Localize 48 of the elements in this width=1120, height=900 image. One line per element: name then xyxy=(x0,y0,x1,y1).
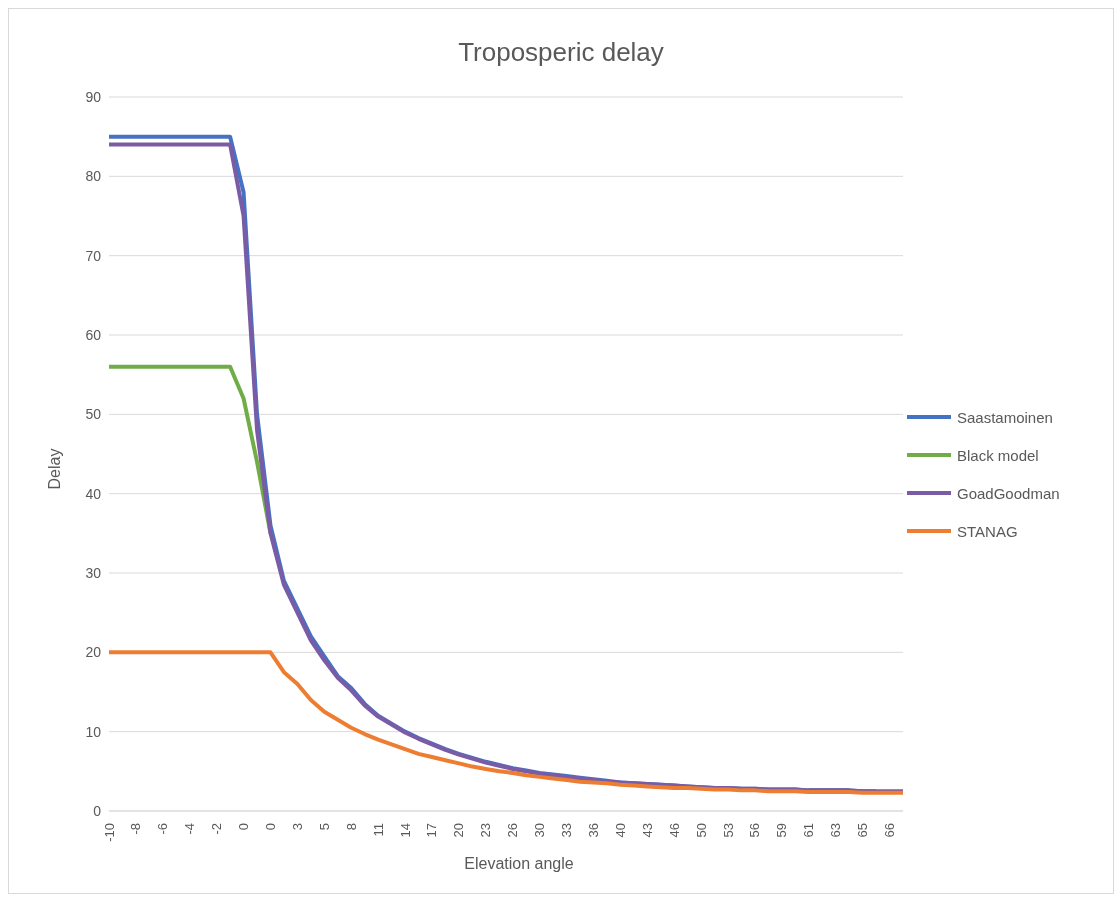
x-tick-label: 46 xyxy=(666,823,682,838)
x-tick-label: 50 xyxy=(693,823,709,838)
x-tick-label: -4 xyxy=(182,823,198,835)
x-tick-label: 17 xyxy=(424,823,440,838)
x-tick-label: 56 xyxy=(747,823,763,838)
legend-label: GoadGoodman xyxy=(957,484,1060,502)
x-tick-label: 0 xyxy=(262,823,278,831)
x-tick-label: 23 xyxy=(478,823,494,838)
x-tick-label: -10 xyxy=(101,823,117,842)
x-tick-label: 5 xyxy=(316,823,332,831)
x-tick-label: 8 xyxy=(343,823,359,831)
y-tick-label: 40 xyxy=(85,485,102,502)
y-tick-label: 70 xyxy=(85,247,102,264)
x-tick-label: 66 xyxy=(882,823,898,838)
x-tick-label: 61 xyxy=(801,823,817,838)
x-tick-label: 59 xyxy=(774,823,790,838)
x-tick-label: 14 xyxy=(397,823,413,838)
y-tick-label: 10 xyxy=(85,723,102,740)
y-tick-label: 90 xyxy=(85,88,102,105)
x-tick-label: 20 xyxy=(451,823,467,838)
x-tick-label: 0 xyxy=(236,823,252,831)
y-tick-label: 0 xyxy=(93,802,102,819)
y-tick-label: 20 xyxy=(85,644,102,661)
x-tick-label: 65 xyxy=(855,823,871,838)
x-tick-label: 33 xyxy=(559,823,575,838)
line-series xyxy=(107,650,905,795)
x-tick-label: 43 xyxy=(639,823,655,838)
x-axis-title: Elevation angle xyxy=(463,855,575,873)
x-tick-label: 26 xyxy=(505,823,521,838)
x-tick-label: 53 xyxy=(720,823,736,838)
legend-label: Saastamoinen xyxy=(957,408,1053,426)
y-tick-label: 80 xyxy=(85,168,102,185)
x-tick-label: 63 xyxy=(828,823,844,838)
legend-label: Black model xyxy=(957,446,1039,464)
x-tick-label: 11 xyxy=(370,823,386,837)
y-tick-label: 50 xyxy=(85,406,102,423)
x-tick-label: 30 xyxy=(532,823,548,838)
x-tick-label: 36 xyxy=(585,823,601,838)
legend-label: STANAG xyxy=(957,522,1018,540)
x-tick-label: -2 xyxy=(209,823,225,835)
x-tick-label: -8 xyxy=(128,823,144,835)
x-tick-label: 40 xyxy=(612,823,628,838)
x-tick-label: 3 xyxy=(289,823,305,831)
x-tick-label: -6 xyxy=(155,823,171,835)
y-axis-title: Delay xyxy=(46,448,64,490)
y-tick-label: 60 xyxy=(85,326,102,343)
y-tick-label: 30 xyxy=(85,564,102,581)
chart-title: Troposperic delay xyxy=(457,37,665,68)
